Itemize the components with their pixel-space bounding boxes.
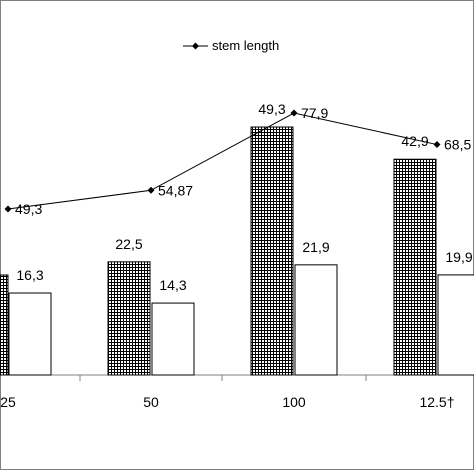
stem-length-data-label: 77,9 bbox=[301, 105, 328, 121]
stem-length-marker bbox=[147, 186, 155, 194]
bar-hatched bbox=[393, 158, 437, 376]
legend-label: stem length bbox=[212, 38, 279, 53]
bar-plain-data-label: 14,3 bbox=[159, 277, 186, 293]
bar-plain-data-label: 19,9 bbox=[445, 249, 472, 265]
bar-plain bbox=[437, 274, 474, 376]
x-tick-label: 12.5† bbox=[419, 394, 454, 410]
stem-length-marker bbox=[433, 141, 441, 149]
bar-hatched bbox=[0, 274, 9, 376]
stem-length-data-label: 49,3 bbox=[15, 201, 42, 217]
bar-hatched-data-label: 42,9 bbox=[401, 133, 428, 149]
bar-plain-data-label: 16,3 bbox=[16, 267, 43, 283]
legend: stem length bbox=[183, 38, 279, 53]
stem-length-data-label: 68,5 bbox=[444, 137, 471, 153]
x-tick-label: 25 bbox=[0, 394, 16, 410]
bar-hatched-data-label: 49,3 bbox=[258, 101, 285, 117]
bar-hatched-data-label: 22,5 bbox=[115, 236, 142, 252]
stem-length-marker bbox=[290, 109, 298, 117]
x-tick-label: 100 bbox=[282, 394, 306, 410]
stem-length-marker bbox=[4, 205, 12, 213]
stem-length-line bbox=[7, 112, 438, 210]
bar-hatched bbox=[107, 261, 151, 376]
bar-plain bbox=[151, 302, 195, 376]
bar-plain bbox=[8, 292, 52, 376]
bar-hatched bbox=[250, 126, 294, 376]
legend-diamond-marker bbox=[192, 42, 199, 50]
x-tick-label: 50 bbox=[143, 394, 159, 410]
bar-plain-data-label: 21,9 bbox=[302, 239, 329, 255]
bar-plain bbox=[294, 264, 338, 376]
stem-length-data-label: 54,87 bbox=[158, 182, 193, 198]
